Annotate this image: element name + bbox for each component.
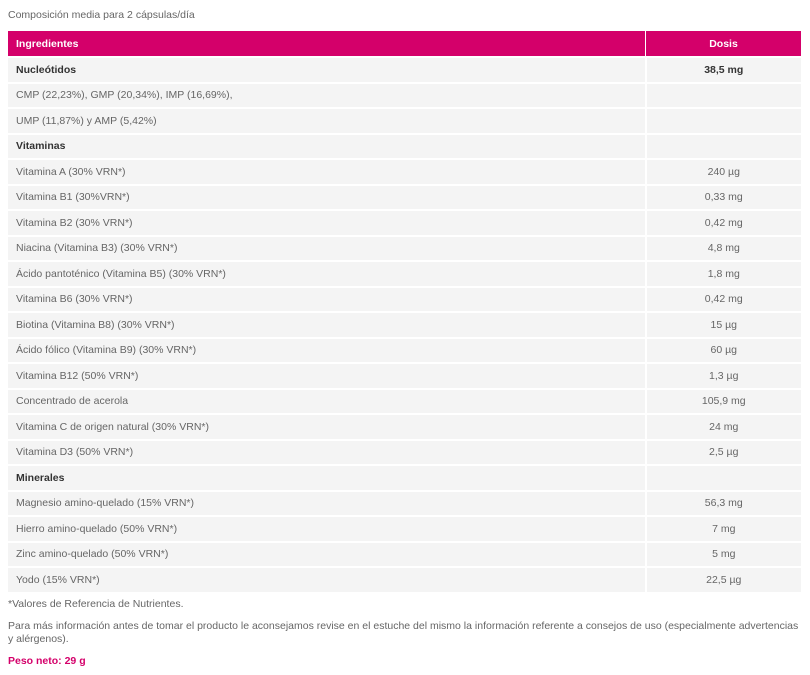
table-header-row: Ingredientes Dosis — [8, 31, 801, 57]
dose-cell: 56,3 mg — [644, 489, 801, 516]
dose-cell: 38,5 mg — [644, 56, 801, 83]
ingredient-cell: CMP (22,23%), GMP (20,34%), IMP (16,69%)… — [8, 81, 646, 108]
dose-cell: 0,42 mg — [644, 285, 801, 312]
ingredient-cell: UMP (11,87%) y AMP (5,42%) — [8, 107, 646, 134]
dose-cell: 0,33 mg — [644, 183, 801, 210]
header-dose: Dosis — [645, 31, 801, 57]
table-row: Vitamina A (30% VRN*) 240 µg — [8, 158, 801, 185]
header-ingredients: Ingredientes — [8, 31, 646, 57]
net-weight: Peso neto: 29 g — [8, 655, 86, 667]
table-row: Vitamina D3 (50% VRN*) 2,5 µg — [8, 438, 801, 465]
table-row: Vitamina B6 (30% VRN*) 0,42 mg — [8, 285, 801, 312]
ingredient-cell: Vitamina B12 (50% VRN*) — [8, 362, 646, 389]
footnote: *Valores de Referencia de Nutrientes. — [8, 598, 184, 610]
dose-cell: 7 mg — [644, 515, 801, 542]
ingredient-cell: Hierro amino-quelado (50% VRN*) — [8, 515, 646, 542]
ingredient-cell: Concentrado de acerola — [8, 387, 646, 414]
dose-cell — [644, 107, 801, 134]
dose-cell: 24 mg — [644, 413, 801, 440]
table-row: Zinc amino-quelado (50% VRN*) 5 mg — [8, 540, 801, 567]
ingredient-cell: Biotina (Vitamina B8) (30% VRN*) — [8, 311, 646, 338]
dose-cell — [644, 464, 801, 491]
dose-cell: 240 µg — [644, 158, 801, 185]
usage-info: Para más información antes de tomar el p… — [8, 620, 799, 645]
section-row: Minerales — [8, 464, 801, 491]
table-row: Yodo (15% VRN*) 22,5 µg — [8, 566, 801, 592]
dose-cell: 105,9 mg — [644, 387, 801, 414]
table-row: Vitamina C de origen natural (30% VRN*) 2… — [8, 413, 801, 440]
ingredient-cell: Vitamina D3 (50% VRN*) — [8, 438, 646, 465]
table-row: Ácido pantoténico (Vitamina B5) (30% VRN… — [8, 260, 801, 287]
table-row: Vitamina B1 (30%VRN*) 0,33 mg — [8, 183, 801, 210]
ingredient-cell: Vitamina B6 (30% VRN*) — [8, 285, 646, 312]
ingredient-cell: Magnesio amino-quelado (15% VRN*) — [8, 489, 646, 516]
table-row: CMP (22,23%), GMP (20,34%), IMP (16,69%)… — [8, 81, 801, 108]
dose-cell — [644, 132, 801, 159]
dose-cell: 2,5 µg — [644, 438, 801, 465]
dose-cell: 4,8 mg — [644, 234, 801, 261]
ingredient-cell: Vitamina C de origen natural (30% VRN*) — [8, 413, 646, 440]
ingredient-cell: Zinc amino-quelado (50% VRN*) — [8, 540, 646, 567]
ingredient-cell: Vitamina B2 (30% VRN*) — [8, 209, 646, 236]
ingredient-cell: Niacina (Vitamina B3) (30% VRN*) — [8, 234, 646, 261]
table-row: Niacina (Vitamina B3) (30% VRN*) 4,8 mg — [8, 234, 801, 261]
dose-cell: 22,5 µg — [644, 566, 801, 592]
ingredient-cell: Ácido pantoténico (Vitamina B5) (30% VRN… — [8, 260, 646, 287]
table-row: UMP (11,87%) y AMP (5,42%) — [8, 107, 801, 134]
table-row: Hierro amino-quelado (50% VRN*) 7 mg — [8, 515, 801, 542]
dose-cell: 1,8 mg — [644, 260, 801, 287]
ingredient-cell: Yodo (15% VRN*) — [8, 566, 646, 592]
ingredient-cell: Nucleótidos — [8, 56, 646, 83]
ingredient-cell: Minerales — [8, 464, 646, 491]
table-row: Biotina (Vitamina B8) (30% VRN*) 15 µg — [8, 311, 801, 338]
table-row: Ácido fólico (Vitamina B9) (30% VRN*) 60 … — [8, 336, 801, 363]
section-row: Vitaminas — [8, 132, 801, 159]
table-row: Concentrado de acerola 105,9 mg — [8, 387, 801, 414]
table-row: Vitamina B12 (50% VRN*) 1,3 µg — [8, 362, 801, 389]
dose-cell: 60 µg — [644, 336, 801, 363]
composition-table: Ingredientes Dosis Nucleótidos 38,5 mg CMP… — [8, 31, 801, 592]
ingredient-cell: Ácido fólico (Vitamina B9) (30% VRN*) — [8, 336, 646, 363]
table-row: Magnesio amino-quelado (15% VRN*) 56,3 mg — [8, 489, 801, 516]
dose-cell: 15 µg — [644, 311, 801, 338]
section-row: Nucleótidos 38,5 mg — [8, 56, 801, 83]
dose-cell: 0,42 mg — [644, 209, 801, 236]
dose-cell: 1,3 µg — [644, 362, 801, 389]
composition-intro: Composición media para 2 cápsulas/día — [8, 9, 195, 21]
dose-cell — [644, 81, 801, 108]
ingredient-cell: Vitamina A (30% VRN*) — [8, 158, 646, 185]
ingredient-cell: Vitamina B1 (30%VRN*) — [8, 183, 646, 210]
ingredient-cell: Vitaminas — [8, 132, 646, 159]
table-row: Vitamina B2 (30% VRN*) 0,42 mg — [8, 209, 801, 236]
dose-cell: 5 mg — [644, 540, 801, 567]
